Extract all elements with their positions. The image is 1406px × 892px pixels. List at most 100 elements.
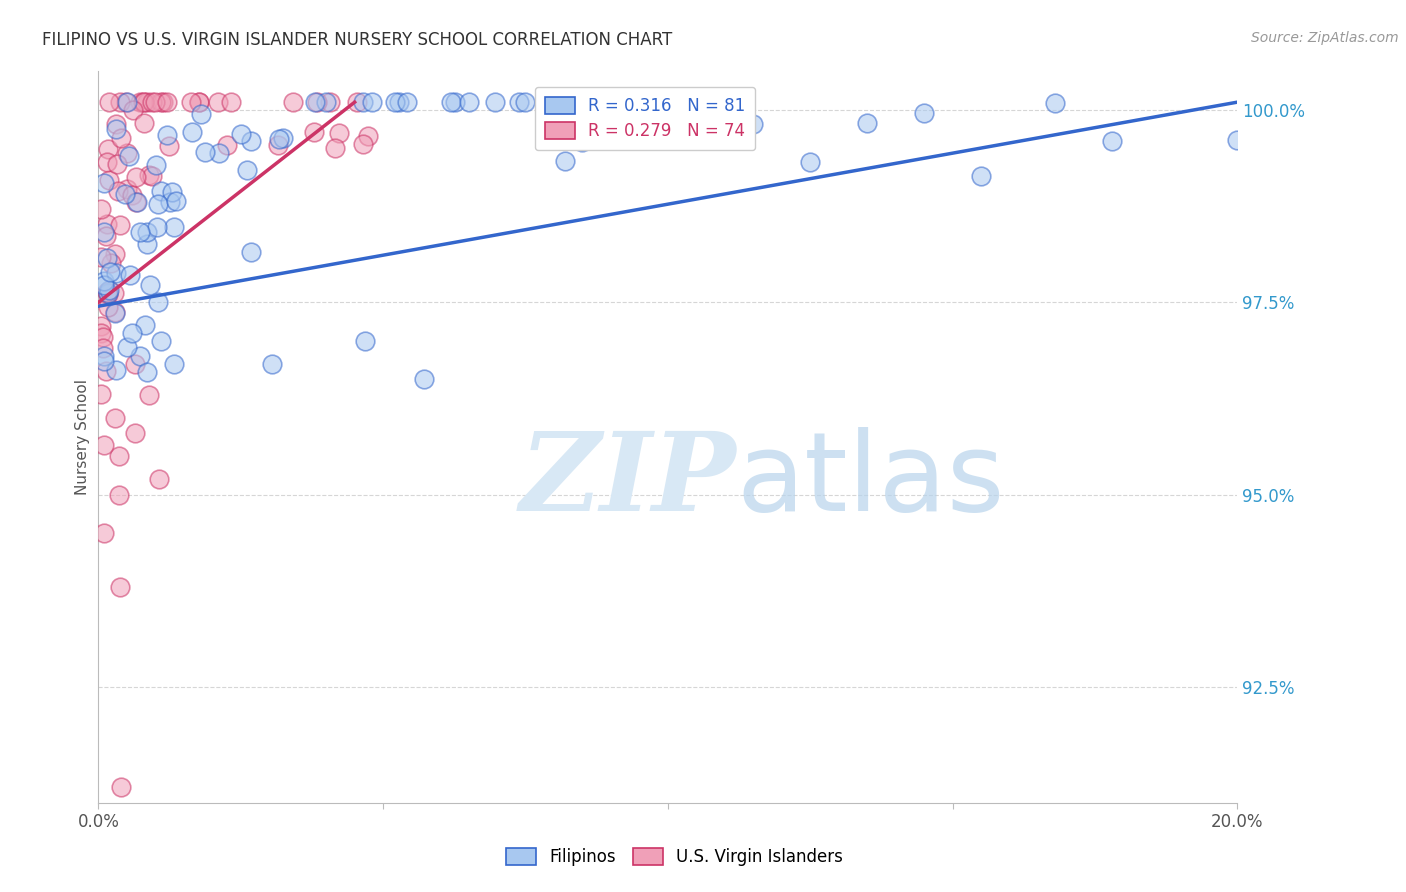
- Filipinos: [93, 176, 115, 190]
- U.S. Virgin Islanders: [150, 95, 173, 110]
- Filipinos: [121, 326, 143, 340]
- Filipinos: [571, 135, 593, 149]
- Filipinos: [799, 155, 821, 169]
- U.S. Virgin Islanders: [98, 95, 121, 110]
- Filipinos: [571, 95, 593, 110]
- U.S. Virgin Islanders: [124, 426, 146, 441]
- Text: Source: ZipAtlas.com: Source: ZipAtlas.com: [1251, 31, 1399, 45]
- Filipinos: [181, 125, 204, 139]
- U.S. Virgin Islanders: [138, 388, 160, 402]
- U.S. Virgin Islanders: [103, 285, 125, 300]
- U.S. Virgin Islanders: [108, 450, 131, 464]
- U.S. Virgin Islanders: [97, 287, 120, 301]
- U.S. Virgin Islanders: [148, 472, 170, 486]
- Filipinos: [239, 135, 262, 149]
- U.S. Virgin Islanders: [180, 95, 202, 110]
- Filipinos: [145, 158, 167, 172]
- U.S. Virgin Islanders: [93, 526, 115, 541]
- U.S. Virgin Islanders: [97, 173, 120, 187]
- U.S. Virgin Islanders: [96, 217, 118, 231]
- U.S. Virgin Islanders: [129, 95, 152, 110]
- Filipinos: [150, 184, 173, 198]
- U.S. Virgin Islanders: [152, 95, 174, 110]
- U.S. Virgin Islanders: [100, 256, 122, 270]
- Filipinos: [128, 226, 150, 240]
- Filipinos: [564, 95, 586, 110]
- Text: FILIPINO VS U.S. VIRGIN ISLANDER NURSERY SCHOOL CORRELATION CHART: FILIPINO VS U.S. VIRGIN ISLANDER NURSERY…: [42, 31, 672, 49]
- U.S. Virgin Islanders: [267, 138, 290, 153]
- Filipinos: [262, 357, 284, 371]
- Filipinos: [93, 277, 115, 292]
- Filipinos: [96, 252, 118, 266]
- Filipinos: [125, 195, 148, 210]
- Filipinos: [93, 273, 115, 287]
- U.S. Virgin Islanders: [97, 142, 120, 156]
- Filipinos: [515, 95, 537, 110]
- Filipinos: [135, 225, 157, 239]
- U.S. Virgin Islanders: [132, 95, 155, 110]
- Filipinos: [1226, 133, 1249, 147]
- U.S. Virgin Islanders: [97, 300, 120, 314]
- Filipinos: [190, 107, 212, 121]
- Filipinos: [484, 95, 506, 110]
- U.S. Virgin Islanders: [107, 184, 129, 198]
- U.S. Virgin Islanders: [346, 95, 368, 110]
- Filipinos: [159, 195, 181, 210]
- U.S. Virgin Islanders: [357, 128, 380, 143]
- Filipinos: [97, 283, 120, 297]
- Filipinos: [146, 295, 169, 310]
- U.S. Virgin Islanders: [138, 168, 160, 182]
- Filipinos: [912, 106, 935, 120]
- Filipinos: [413, 372, 436, 386]
- Filipinos: [457, 95, 479, 110]
- Filipinos: [856, 116, 879, 130]
- Text: atlas: atlas: [737, 427, 1005, 534]
- Filipinos: [115, 340, 138, 354]
- U.S. Virgin Islanders: [121, 187, 143, 202]
- Filipinos: [146, 220, 169, 235]
- Filipinos: [165, 194, 187, 209]
- Filipinos: [440, 95, 463, 110]
- U.S. Virgin Islanders: [108, 219, 131, 233]
- Filipinos: [384, 95, 406, 110]
- U.S. Virgin Islanders: [96, 285, 118, 299]
- U.S. Virgin Islanders: [105, 157, 128, 171]
- Filipinos: [115, 95, 138, 110]
- Text: ZIP: ZIP: [520, 427, 737, 534]
- U.S. Virgin Islanders: [104, 246, 127, 260]
- U.S. Virgin Islanders: [110, 780, 132, 795]
- Filipinos: [360, 95, 382, 110]
- Legend: R = 0.316   N = 81, R = 0.279   N = 74: R = 0.316 N = 81, R = 0.279 N = 74: [534, 87, 755, 150]
- U.S. Virgin Islanders: [156, 95, 179, 110]
- U.S. Virgin Islanders: [188, 95, 211, 110]
- U.S. Virgin Islanders: [90, 250, 112, 264]
- U.S. Virgin Islanders: [217, 138, 239, 153]
- U.S. Virgin Islanders: [104, 117, 127, 131]
- Filipinos: [118, 268, 141, 283]
- Filipinos: [970, 169, 993, 183]
- Filipinos: [128, 349, 150, 363]
- U.S. Virgin Islanders: [90, 386, 112, 401]
- U.S. Virgin Islanders: [125, 169, 148, 184]
- U.S. Virgin Islanders: [323, 141, 346, 155]
- U.S. Virgin Islanders: [136, 95, 159, 110]
- Filipinos: [354, 334, 377, 348]
- U.S. Virgin Islanders: [141, 95, 163, 110]
- U.S. Virgin Islanders: [94, 229, 117, 244]
- U.S. Virgin Islanders: [104, 410, 127, 425]
- Filipinos: [163, 219, 186, 234]
- Filipinos: [208, 145, 231, 160]
- Filipinos: [114, 186, 136, 201]
- U.S. Virgin Islanders: [115, 182, 138, 196]
- Filipinos: [271, 131, 294, 145]
- U.S. Virgin Islanders: [328, 126, 350, 140]
- Filipinos: [103, 306, 125, 320]
- U.S. Virgin Islanders: [157, 139, 180, 153]
- U.S. Virgin Islanders: [131, 95, 153, 110]
- Filipinos: [554, 153, 576, 168]
- U.S. Virgin Islanders: [115, 146, 138, 161]
- Filipinos: [352, 95, 374, 110]
- U.S. Virgin Islanders: [207, 95, 229, 110]
- Filipinos: [1101, 134, 1123, 148]
- Filipinos: [388, 95, 411, 110]
